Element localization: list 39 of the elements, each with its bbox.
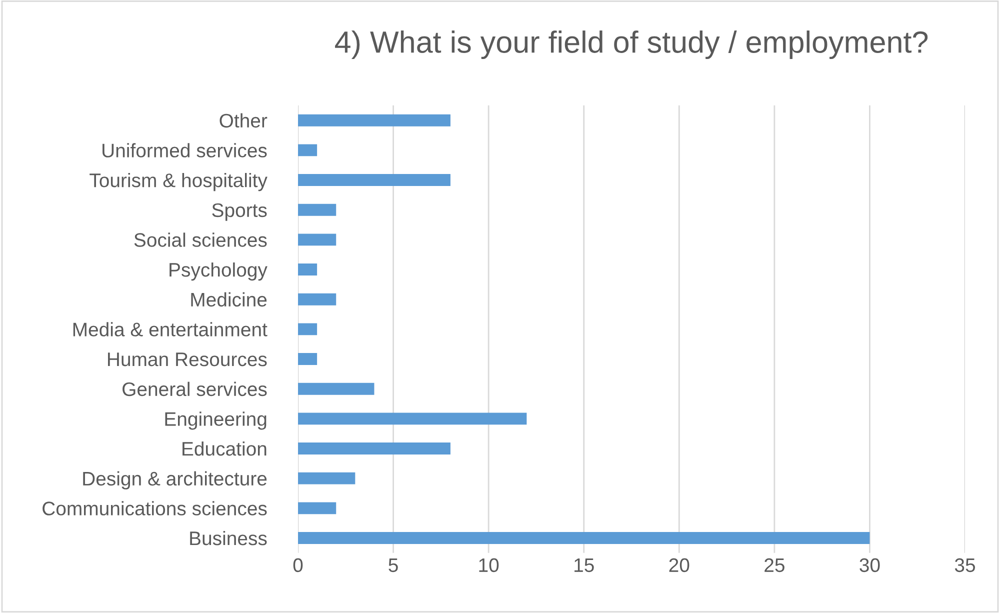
x-tick-label: 5 [388, 558, 398, 572]
bar [298, 412, 527, 425]
bar [298, 144, 318, 156]
y-tick-label: Design & architecture [83, 471, 267, 490]
y-tick-label: Medicine [191, 292, 267, 307]
y-tick-label: Tourism & hospitality [90, 172, 268, 192]
y-tick-label: Business [190, 530, 267, 546]
bar [298, 114, 450, 126]
x-tick-label: 0 [293, 558, 303, 572]
bar [298, 353, 318, 365]
y-tick-label: General services [122, 382, 267, 396]
bar [298, 472, 356, 484]
y-tick-label: Human Resources [108, 352, 267, 366]
bar [298, 442, 450, 454]
y-tick-label: Other [220, 113, 268, 128]
y-tick-label: Education [182, 441, 266, 456]
bar [298, 234, 336, 246]
chart-title: 4) What is your field of study / employment? [335, 30, 928, 59]
y-tick-label: Sports [212, 203, 267, 221]
bar [298, 532, 870, 544]
y-tick-label: Social sciences [134, 232, 267, 247]
y-tick-label: Uniformed services [102, 143, 267, 158]
bar [298, 382, 374, 395]
y-tick-label: Communications sciences [42, 501, 267, 516]
x-tick-label: 20 [669, 558, 690, 572]
x-tick-label: 35 [954, 558, 975, 572]
x-tick-label: 25 [764, 558, 784, 572]
y-tick-label: Engineering [165, 412, 266, 430]
bar [298, 264, 318, 276]
y-tick-label: Psychology [170, 262, 268, 281]
y-tick-label: Media & entertainment [73, 322, 268, 336]
bar [298, 174, 450, 186]
bar [298, 502, 336, 514]
bar [298, 323, 318, 336]
x-tick-label: 10 [479, 558, 499, 572]
x-tick-label: 15 [574, 558, 594, 572]
x-tick-label: 30 [860, 558, 880, 572]
bar [298, 293, 336, 306]
bar [298, 204, 336, 216]
